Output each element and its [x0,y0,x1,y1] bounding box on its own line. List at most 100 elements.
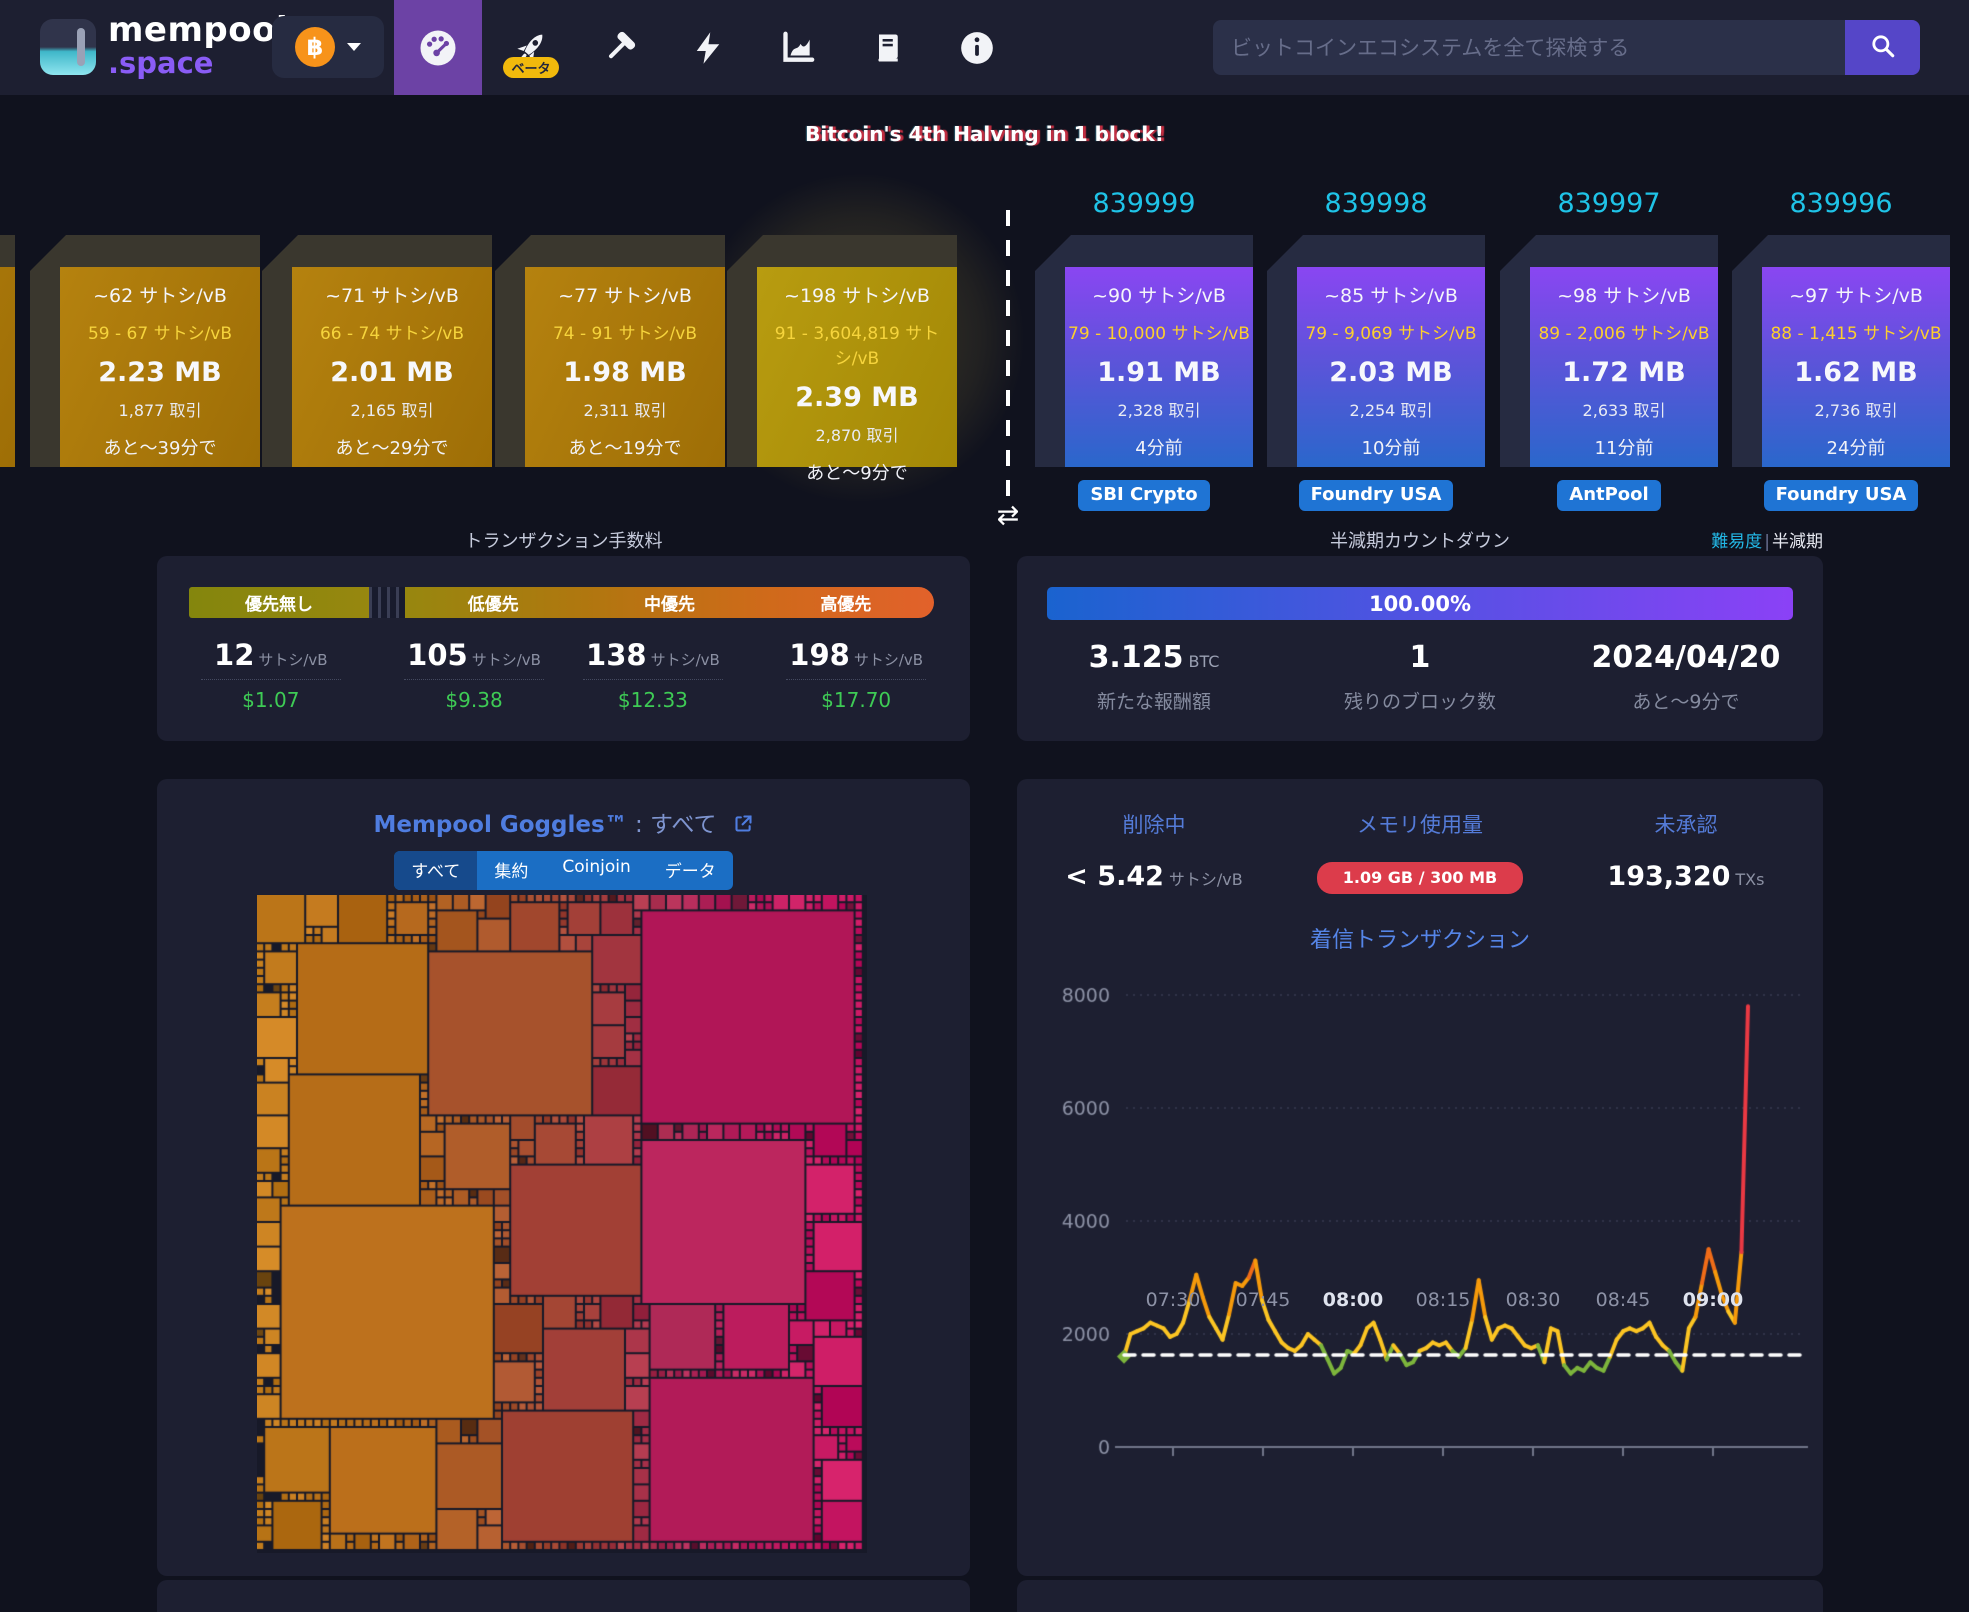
tab-all[interactable]: すべて [394,851,478,890]
purging-value: < 5.42 サトシ/vB [1065,861,1243,892]
currency-dropdown[interactable]: ฿ [272,16,384,78]
logo-gauge-bar [77,28,85,66]
mined-block[interactable]: ~97 サトシ/vB 88 - 1,415 サトシ/vB 1.62 MB 2,7… [1732,235,1950,467]
fee-bar-gap [369,587,405,618]
top-navbar: mempool .space ฿ [0,0,1969,95]
mempool-block[interactable]: ~62 サトシ/vB 59 - 67 サトシ/vB 2.23 MB 1,877 … [30,235,260,467]
halving-progress-bar: 100.00% [1047,587,1793,620]
goggles-title: Mempool Goggles™ : すべて [157,805,970,839]
nav-info-tab[interactable] [942,0,1012,95]
mining-pool-badge[interactable]: Foundry USA [1763,480,1919,511]
tab-data[interactable]: データ [664,862,716,882]
mined-block[interactable]: ~98 サトシ/vB 89 - 2,006 サトシ/vB 1.72 MB 2,6… [1500,235,1718,467]
halving-panel-title: 半減期カウントダウン [1330,531,1510,552]
unconfirmed-value: 193,320 TXs [1607,861,1765,892]
nav-lightning-tab[interactable] [673,0,743,95]
block-median-fee: ~90 サトシ/vB [1092,285,1226,307]
block-time-ago: 4分前 [1135,438,1183,459]
fee-tier-high: 高優先 [820,595,872,615]
block-eta: あと〜39分で [103,438,217,459]
halving-stat-blocks-remaining: 1 残りのブロック数 [1343,640,1496,713]
chain-divider [1006,210,1010,508]
mempool-logo-text[interactable]: mempool .space [108,13,288,78]
lightning-icon [690,30,726,66]
mining-pool-badge[interactable]: Foundry USA [1298,480,1454,511]
mined-block[interactable]: ~85 サトシ/vB 79 - 9,069 サトシ/vB 2.03 MB 2,2… [1267,235,1485,467]
block-size: 2.01 MB [330,357,454,388]
block-fee-range: 66 - 74 サトシ/vB [319,324,465,344]
block-height-link[interactable]: 839996 [1789,188,1893,219]
mempool-treemap[interactable] [257,895,867,1553]
fee-tier-medium: 中優先 [643,595,695,615]
block-median-fee: ~98 サトシ/vB [1557,285,1691,307]
block-median-fee: ~77 サトシ/vB [558,285,692,307]
search-button[interactable] [1845,20,1920,75]
fees-panel: 優先無し 低優先 中優先 高優先 12 サトシ/vB $1.07 105 サトシ/v… [157,556,970,741]
block-tx-count: 2,870 取引 [815,426,899,445]
mempool-block[interactable]: ~77 サトシ/vB 74 - 91 サトシ/vB 1.98 MB 2,311 … [495,235,725,467]
block-height-link[interactable]: 839997 [1557,188,1661,219]
nav-dashboard-tab[interactable] [394,0,482,95]
mining-pool-badge[interactable]: SBI Crypto [1078,480,1210,511]
block-size: 1.72 MB [1562,357,1686,388]
block-size: 1.62 MB [1794,357,1918,388]
mempool-block-partial[interactable] [0,235,15,467]
nav-hammer-tab[interactable] [584,0,654,95]
mined-block[interactable]: ~90 サトシ/vB 79 - 10,000 サトシ/vB 1.91 MB 2,… [1035,235,1253,467]
fees-panel-title: トランザクション手数料 [464,531,663,552]
block-tx-count: 1,877 取引 [118,401,202,420]
block-fee-range: 79 - 9,069 サトシ/vB [1305,324,1477,344]
nav-chart-tab[interactable] [763,0,833,95]
mempool-logo-icon[interactable] [40,19,96,75]
block-height-link[interactable]: 839998 [1324,188,1428,219]
halving-banner: Bitcoin's 4th Halving in 1 block! [805,122,1164,146]
logo-line2: .space [108,46,214,80]
memory-value: 1.09 GB / 300 MB [1291,859,1549,894]
block-time-ago: 10分前 [1361,438,1421,459]
incoming-tx-title: 着信トランザクション [1309,928,1530,953]
block-fee-range: 59 - 67 サトシ/vB [87,324,233,344]
swap-direction-icon[interactable]: ⇄ [996,500,1020,531]
next-panel-partial [157,1580,970,1612]
goggles-panel: Mempool Goggles™ : すべて すべて 集約 Coinjoin デ… [157,779,970,1576]
nav-mining-tab[interactable] [496,0,566,95]
block-height-link[interactable]: 839999 [1092,188,1196,219]
block-time-ago: 11分前 [1594,438,1654,459]
block-eta: あと〜9分で [806,463,908,484]
block-tx-count: 2,254 取引 [1349,401,1433,420]
mempool-block-next[interactable]: ~198 サトシ/vB 91 - 3,604,819 サトシ/vB 2.39 M… [727,235,957,484]
fee-gradient-bar: 優先無し 低優先 中優先 高優先 [189,587,934,618]
mining-pool-badge[interactable]: AntPool [1557,480,1661,511]
fee-value-high: 198 サトシ/vB $17.70 [742,638,970,712]
fee-tier-low: 低優先 [467,595,519,615]
block-median-fee: ~85 サトシ/vB [1324,285,1458,307]
block-tx-count: 2,633 取引 [1582,401,1666,420]
search-input[interactable] [1213,20,1845,75]
difficulty-link[interactable]: 難易度 [1711,532,1763,552]
halving-stat-reward: 3.125 BTC 新たな報酬額 [1088,640,1220,713]
halving-stat-date: 2024/04/20 あと〜9分で [1591,640,1781,713]
block-tx-count: 2,165 取引 [350,401,434,420]
rocket-icon [511,28,551,68]
mempool-stat-values: < 5.42 サトシ/vB 1.09 GB / 300 MB 193,320 TXs [1017,859,1823,894]
fee-values-row: 12 サトシ/vB $1.07 105 サトシ/vB $9.38 138 サトシ/vB… [157,638,970,712]
nav-docs-tab[interactable] [853,0,923,95]
block-size: 2.03 MB [1329,357,1453,388]
block-median-fee: ~97 サトシ/vB [1789,285,1923,307]
block-median-fee: ~62 サトシ/vB [93,285,227,307]
block-eta: あと〜29分で [335,438,449,459]
tab-consolidation[interactable]: 集約 [494,862,529,882]
chart-icon [778,28,818,68]
block-fee-range: 91 - 3,604,819 サトシ/vB [774,324,940,369]
block-fee-range: 88 - 1,415 サトシ/vB [1770,324,1942,344]
beta-badge: ベータ [503,57,559,78]
block-time-ago: 24分前 [1826,438,1886,459]
fee-value-none: 12 サトシ/vB $1.07 [157,638,385,712]
tab-coinjoin[interactable]: Coinjoin [562,857,631,877]
external-link-icon[interactable] [725,812,754,838]
docs-icon [870,30,906,66]
halving-panel: 100.00% 3.125 BTC 新たな報酬額 1 残りのブロック数 2024/… [1017,556,1823,741]
halving-link[interactable]: 半減期 [1772,532,1823,552]
mempool-block[interactable]: ~71 サトシ/vB 66 - 74 サトシ/vB 2.01 MB 2,165 … [262,235,492,467]
